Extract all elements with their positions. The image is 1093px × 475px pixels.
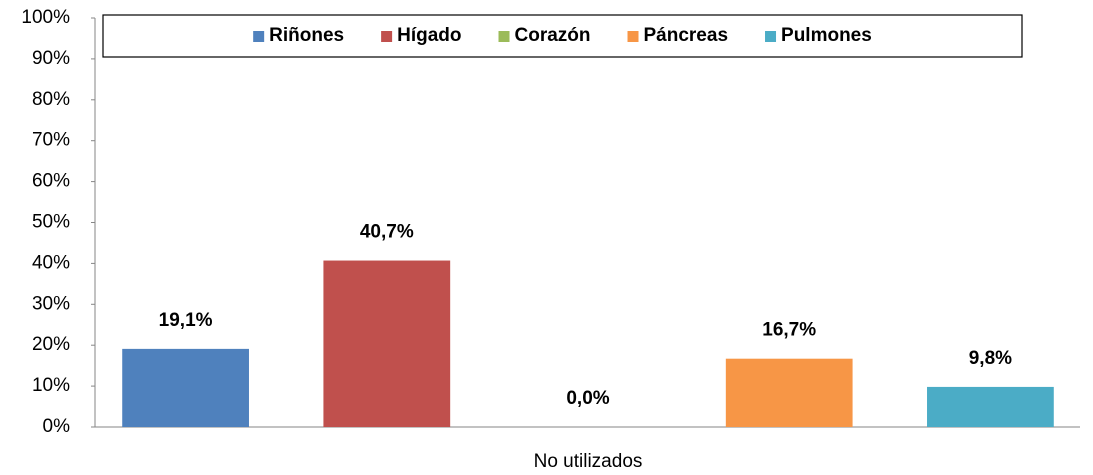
- y-tick-label: 40%: [32, 252, 70, 273]
- x-tick-label: No utilizados: [534, 451, 643, 472]
- legend-label: Corazón: [515, 25, 591, 46]
- y-tick-label: 50%: [32, 212, 70, 233]
- y-tick-label: 100%: [21, 7, 70, 28]
- data-label: 40,7%: [360, 222, 414, 243]
- y-tick-label: 90%: [32, 48, 70, 69]
- legend-label: Páncreas: [644, 25, 729, 46]
- legend-label: Riñones: [269, 25, 344, 46]
- data-label: 0,0%: [566, 388, 609, 409]
- legend-swatch: [627, 31, 639, 42]
- data-label: 16,7%: [762, 320, 816, 341]
- y-tick-label: 30%: [32, 293, 70, 314]
- data-label: 19,1%: [159, 310, 213, 331]
- y-tick-label: 0%: [43, 416, 71, 437]
- y-tick-label: 80%: [32, 89, 70, 110]
- bar: [725, 358, 853, 427]
- legend-label: Hígado: [397, 25, 461, 46]
- bar: [927, 386, 1054, 427]
- y-tick-label: 20%: [32, 334, 70, 355]
- bar: [323, 260, 451, 427]
- legend-swatch: [253, 31, 265, 42]
- legend-swatch: [498, 31, 510, 42]
- data-label: 9,8%: [969, 348, 1012, 369]
- legend-label: Pulmones: [781, 25, 872, 46]
- y-tick-label: 60%: [32, 171, 70, 192]
- legend-swatch: [381, 31, 393, 42]
- y-tick-label: 10%: [32, 375, 70, 396]
- y-tick-label: 70%: [32, 130, 70, 151]
- legend-swatch: [765, 31, 777, 42]
- bar: [122, 348, 249, 427]
